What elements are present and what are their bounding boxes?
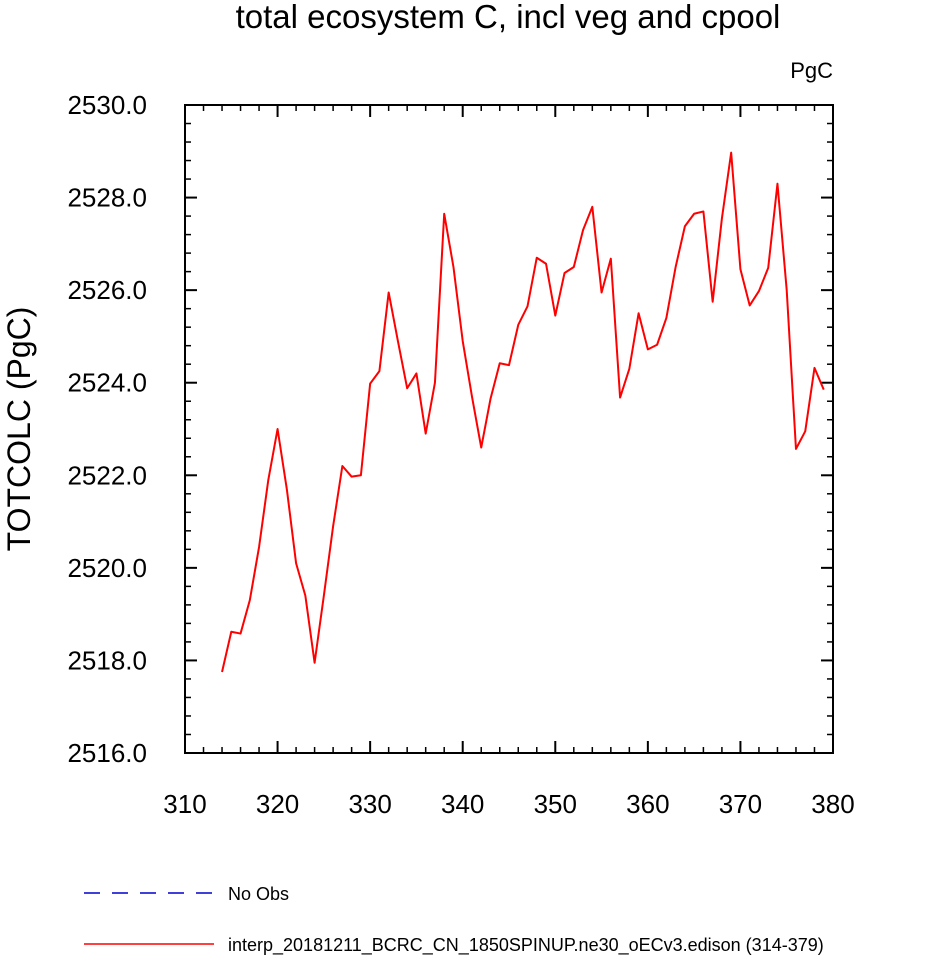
axis-ticks <box>184 104 834 754</box>
y-tick-label: 2518.0 <box>67 645 147 675</box>
chart-title: total ecosystem C, incl veg and cpool <box>236 0 781 35</box>
x-tick-label: 370 <box>719 789 762 819</box>
y-tick-label: 2528.0 <box>67 183 147 213</box>
plot-frame <box>184 104 834 754</box>
y-tick-label: 2516.0 <box>67 738 147 768</box>
legend: No Obs interp_20181211_BCRC_CN_1850SPINUP… <box>84 884 824 956</box>
y-tick-label: 2524.0 <box>67 368 147 398</box>
series-line <box>221 151 825 673</box>
x-tick-label: 350 <box>534 789 577 819</box>
x-tick-label: 330 <box>348 789 391 819</box>
x-tick-label: 310 <box>163 789 206 819</box>
y-tick-label: 2530.0 <box>67 90 147 120</box>
x-tick-label: 380 <box>811 789 854 819</box>
units-label: PgC <box>790 58 833 83</box>
y-tick-label: 2520.0 <box>67 553 147 583</box>
y-tick-label: 2522.0 <box>67 460 147 490</box>
x-tick-label: 340 <box>441 789 484 819</box>
x-tick-label: 320 <box>256 789 299 819</box>
legend-label: No Obs <box>228 884 289 904</box>
y-axis-label: TOTCOLC (PgC) <box>1 307 37 552</box>
y-tick-label: 2526.0 <box>67 275 147 305</box>
legend-label: interp_20181211_BCRC_CN_1850SPINUP.ne30_… <box>228 935 824 956</box>
x-tick-label: 360 <box>626 789 669 819</box>
tick-labels: 310 320 330 340 350 360 370 380 2516.0 2518.0 2520… <box>67 90 854 819</box>
series-layer <box>221 151 825 673</box>
